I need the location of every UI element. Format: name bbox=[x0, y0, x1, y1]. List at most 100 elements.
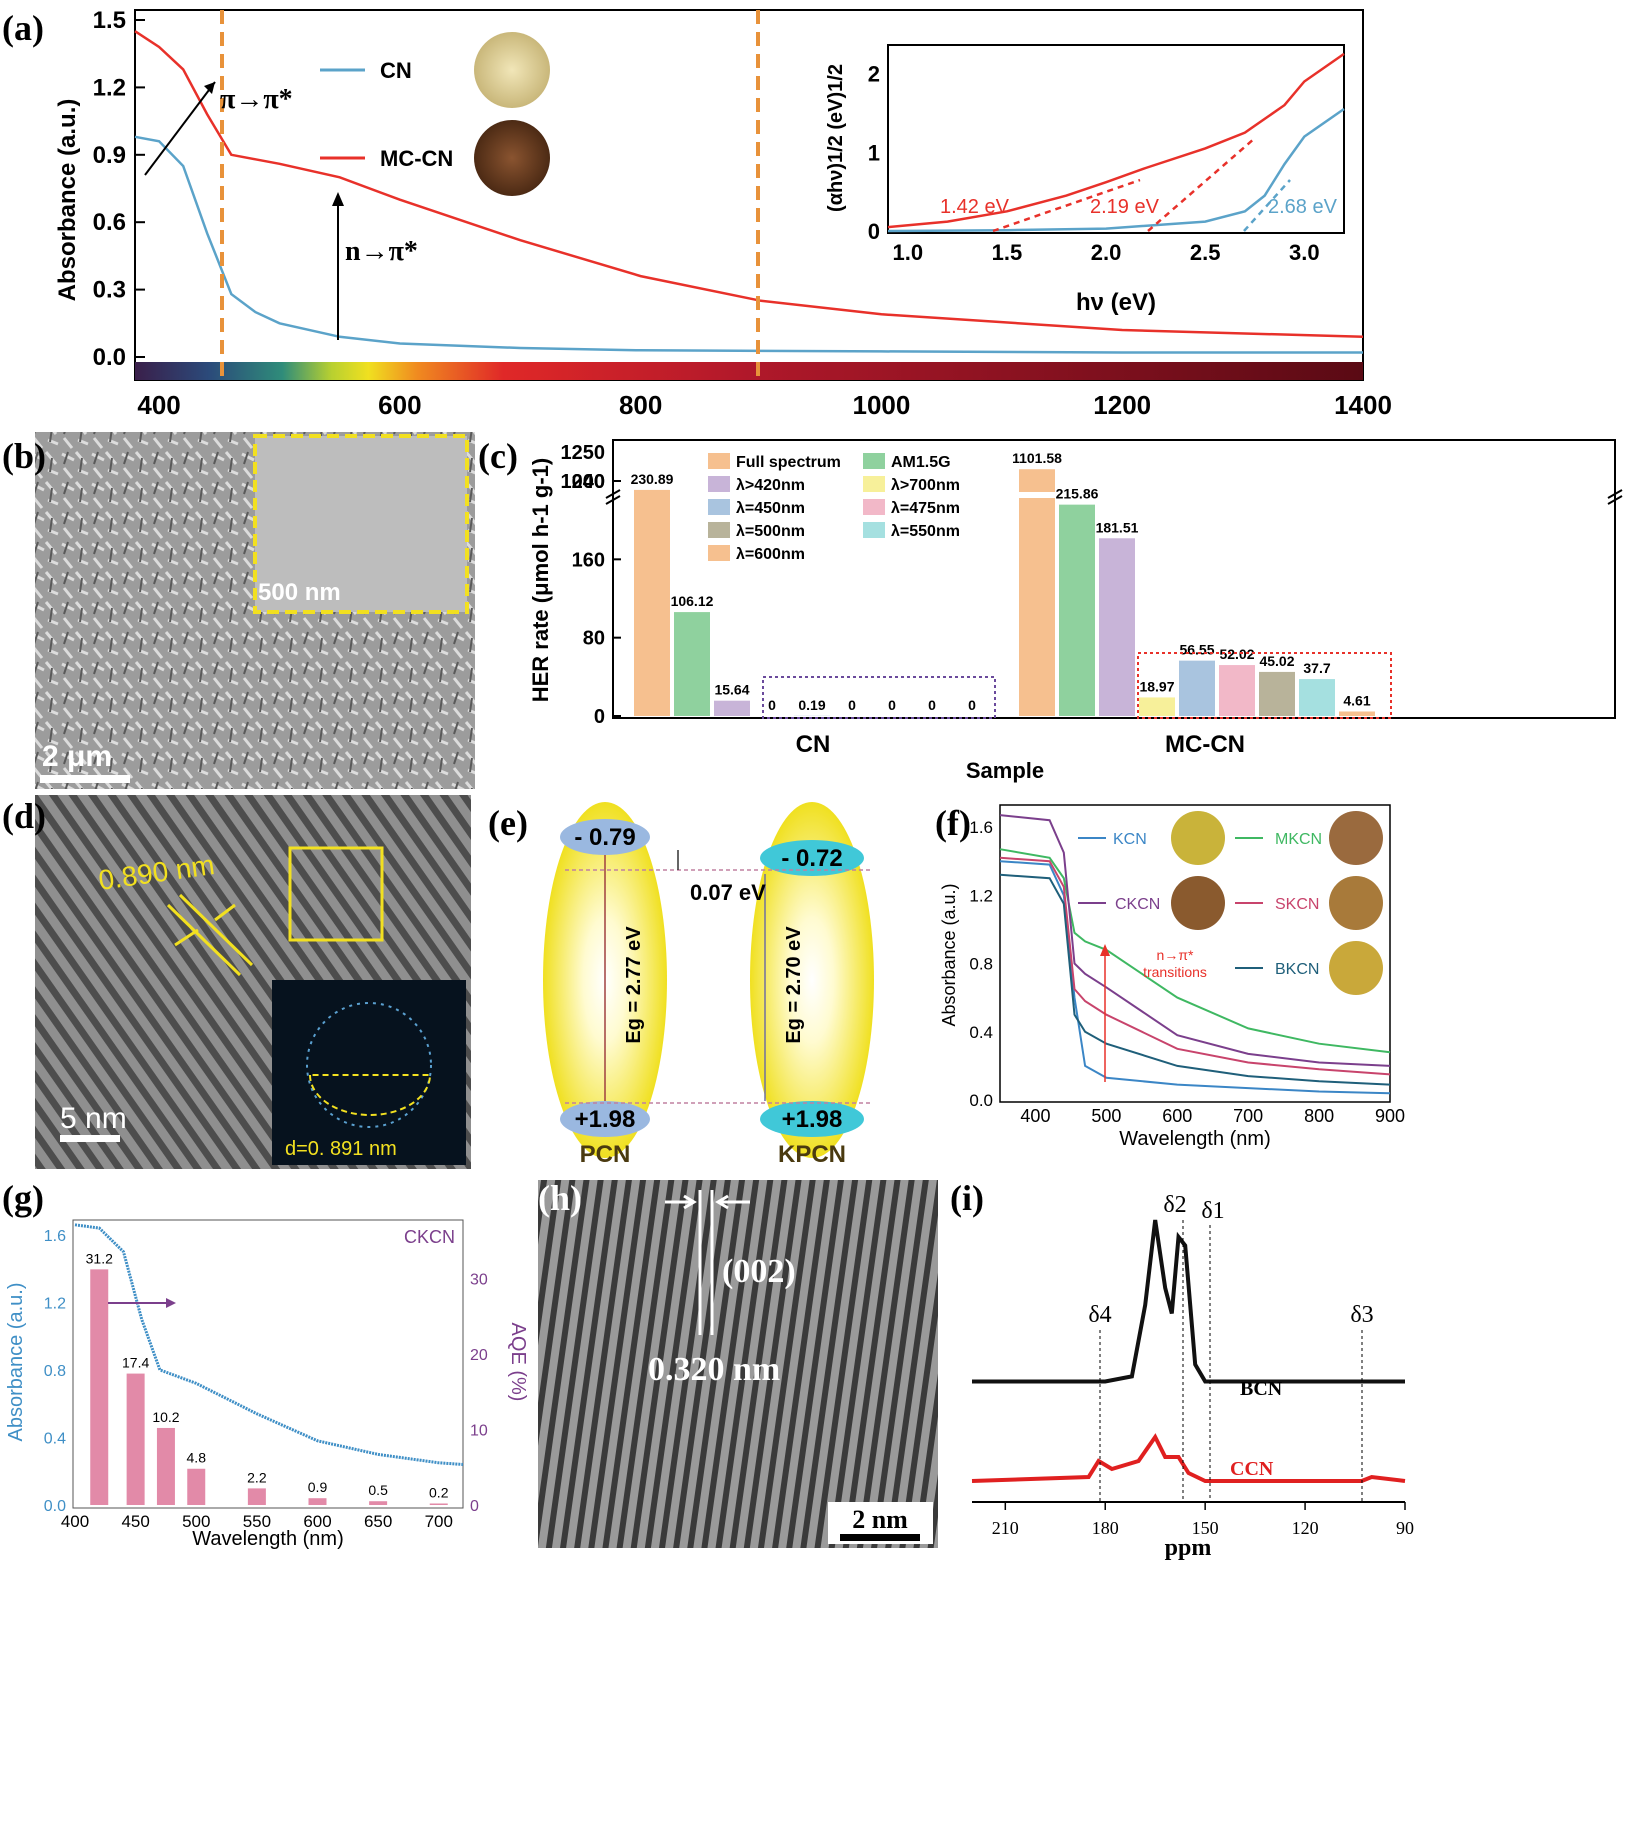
i-xtick-label: 120 bbox=[1292, 1518, 1319, 1538]
mccn-bar-label-6: 45.02 bbox=[1259, 653, 1294, 669]
f-ytick-label: 1.2 bbox=[969, 886, 993, 905]
cn-bar-0 bbox=[634, 489, 670, 716]
legend-mccn: MC-CN bbox=[380, 146, 453, 171]
cn-bar-label-1: 106.12 bbox=[671, 593, 714, 609]
g-ytick-right: 10 bbox=[470, 1422, 488, 1439]
panel-a-absorbance-chart: 0.0 0.3 0.6 0.9 1.2 1.5 400 600 800 1000 1200 1400… bbox=[2, 7, 1392, 420]
spacing-label: 0.320 nm bbox=[648, 1351, 780, 1388]
a-xtick-label: 1400 bbox=[1334, 390, 1392, 420]
f-xtick-label: 900 bbox=[1375, 1106, 1405, 1126]
c-legend-label: λ=600nm bbox=[736, 546, 805, 563]
panel-label-e: (e) bbox=[488, 803, 528, 843]
mccn-bar-2 bbox=[1099, 538, 1135, 716]
tem-image bbox=[538, 1180, 938, 1548]
g-ytick-right: 30 bbox=[470, 1271, 488, 1288]
pcn-eg-label: Eg = 2.77 eV bbox=[623, 926, 645, 1044]
mccn-bar-1 bbox=[1059, 504, 1095, 716]
i-xtick-label: 180 bbox=[1092, 1518, 1119, 1538]
g-bar-label-2: 10.2 bbox=[152, 1409, 179, 1425]
g-ytick-left: 0.4 bbox=[44, 1430, 66, 1447]
f-legend-label: BKCN bbox=[1275, 961, 1319, 978]
i-series-CCN bbox=[971, 1433, 1406, 1483]
transition-arrow-head bbox=[1100, 944, 1110, 956]
inset-e1: 1.42 eV bbox=[940, 196, 1010, 218]
annotation-pi: π→π* bbox=[220, 84, 293, 115]
group-label-cn: CN bbox=[796, 731, 831, 758]
inset-ytick-label: 0 bbox=[868, 219, 880, 244]
inset-e3: 2.68 eV bbox=[1268, 196, 1338, 218]
g-xtick-label: 600 bbox=[303, 1512, 331, 1531]
g-ytick-right: 20 bbox=[470, 1347, 488, 1364]
panel-label-i: (i) bbox=[950, 1178, 984, 1218]
arrow-head-n bbox=[332, 192, 344, 206]
c-legend-swatch bbox=[863, 522, 885, 538]
a-xtick-label: 600 bbox=[378, 390, 421, 420]
panel-label-h: (h) bbox=[538, 1178, 582, 1218]
cn-bar-label-4: 0.19 bbox=[798, 697, 825, 713]
ckcn-label: CKCN bbox=[404, 1227, 455, 1247]
mccn-bar-label-7: 37.7 bbox=[1303, 660, 1330, 676]
kpcn-vb-label: +1.98 bbox=[782, 1106, 843, 1133]
f-xtick-label: 800 bbox=[1304, 1106, 1334, 1126]
i-series-BCN bbox=[972, 1219, 1405, 1384]
c-legend-swatch bbox=[863, 476, 885, 492]
kpcn-cb bbox=[760, 840, 864, 876]
panel-label-d: (d) bbox=[2, 796, 46, 836]
g-bar-0 bbox=[90, 1269, 109, 1505]
cn-powder-image bbox=[474, 32, 550, 108]
g-xtick-label: 400 bbox=[61, 1512, 89, 1531]
panel-a-ylabel: Absorbance (a.u.) bbox=[54, 99, 81, 302]
fringe-arrows bbox=[174, 903, 236, 947]
g-ytick-right: 0 bbox=[470, 1498, 479, 1515]
cn-bar-label-2: 15.64 bbox=[714, 682, 749, 698]
f-xtick-label: 400 bbox=[1020, 1106, 1050, 1126]
plane-label: (002) bbox=[722, 1253, 796, 1290]
f-ytick-label: 0.8 bbox=[969, 955, 993, 974]
panel-f-frame bbox=[999, 804, 1391, 1103]
mccn-bar-0 bbox=[1019, 469, 1055, 716]
c-legend-label: λ=450nm bbox=[736, 500, 805, 517]
inset-ytick-label: 2 bbox=[868, 62, 880, 87]
c-ytick-label: 0 bbox=[594, 706, 605, 728]
g-bar-label-6: 0.5 bbox=[368, 1482, 388, 1498]
g-xtick-label: 550 bbox=[243, 1512, 271, 1531]
g-ytick-left: 1.6 bbox=[44, 1228, 66, 1245]
g-bar-label-4: 2.2 bbox=[247, 1469, 267, 1485]
ccn-label: CCN bbox=[1230, 1458, 1274, 1480]
mccn-dotted-box bbox=[1137, 652, 1392, 719]
scale-label-h: 2 nm bbox=[852, 1505, 908, 1534]
a-series-CN bbox=[134, 135, 1363, 354]
selection-box bbox=[288, 846, 384, 942]
c-legend-label: λ>420nm bbox=[736, 477, 805, 494]
g-bar-label-5: 0.9 bbox=[308, 1479, 328, 1495]
c-legend-label: λ=475nm bbox=[891, 500, 960, 517]
legend-cn: CN bbox=[380, 58, 412, 83]
panel-h-tem-image: (002) 0.320 nm 2 nm (h) bbox=[538, 1178, 938, 1548]
c-ytick-label: 1250 bbox=[561, 442, 606, 464]
f-xtick-label: 600 bbox=[1162, 1106, 1192, 1126]
panel-d-hrtem-image: 0.890 nm d=0. 891 nm 5 nm (d) bbox=[2, 795, 471, 1169]
inset-xtick-label: 2.5 bbox=[1190, 240, 1221, 265]
f-ytick-label: 0.4 bbox=[969, 1023, 993, 1042]
g-bar-label-0: 31.2 bbox=[86, 1250, 113, 1266]
panel-f-absorbance-chart: 0.00.40.81.21.6 400 500 600 700 800 900 n→π* … bbox=[935, 803, 1405, 1150]
kpcn-cb-label: - 0.72 bbox=[781, 845, 842, 872]
mccn-powder-image bbox=[474, 120, 550, 196]
g-ytick-left: 1.2 bbox=[44, 1295, 66, 1312]
g-xtick-label: 700 bbox=[425, 1512, 453, 1531]
bcn-label: BCN bbox=[1240, 1378, 1283, 1400]
delta-label: 0.07 eV bbox=[690, 880, 766, 905]
bandgap-inset: 1.0 1.5 2.0 2.5 3.0 0 1 2 1.42 eV 2.19 eV 2.68… bbox=[825, 44, 1345, 316]
f-powder-image bbox=[1171, 811, 1225, 865]
c-axis-break-left bbox=[605, 489, 621, 505]
f-legend-label: KCN bbox=[1113, 831, 1147, 848]
inset-xtick-label: 1.0 bbox=[893, 240, 924, 265]
cn-dotted-box bbox=[762, 676, 996, 719]
panel-g-aqe-chart: 0.0 0.4 0.8 1.2 1.6 0 10 20 30 400 450 500 550 600 6… bbox=[2, 1178, 529, 1550]
inset-xlabel: hν (eV) bbox=[1076, 289, 1156, 316]
a-ytick-label: 1.5 bbox=[93, 7, 126, 34]
delta1-label: δ1 bbox=[1201, 1198, 1224, 1224]
a-xtick-label: 1000 bbox=[853, 390, 911, 420]
c-legend-label: AM1.5G bbox=[891, 454, 951, 471]
